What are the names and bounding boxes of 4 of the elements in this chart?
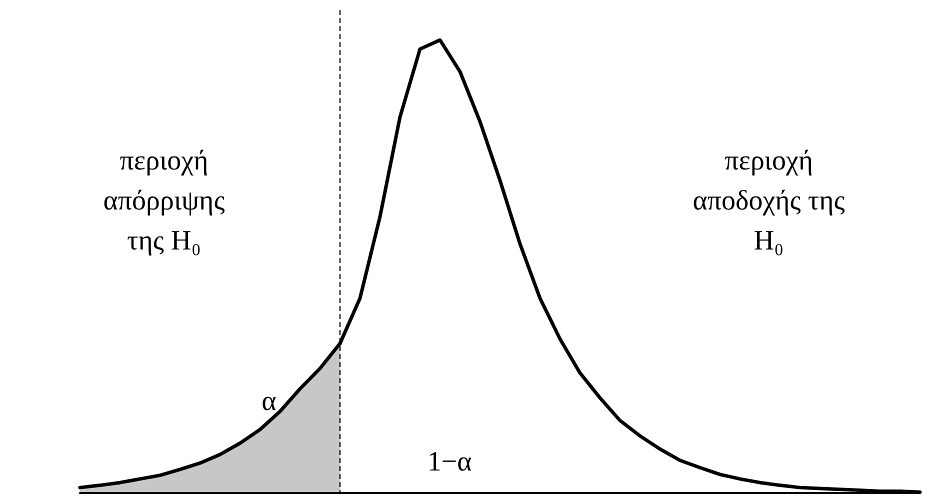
annotation: περιοχή αποδοχής της H₀ [692, 145, 845, 256]
annotation: περιοχή απόρριψης της H₀ [103, 145, 225, 256]
annotation: α [262, 386, 277, 418]
annotation: 1−α [427, 446, 472, 478]
